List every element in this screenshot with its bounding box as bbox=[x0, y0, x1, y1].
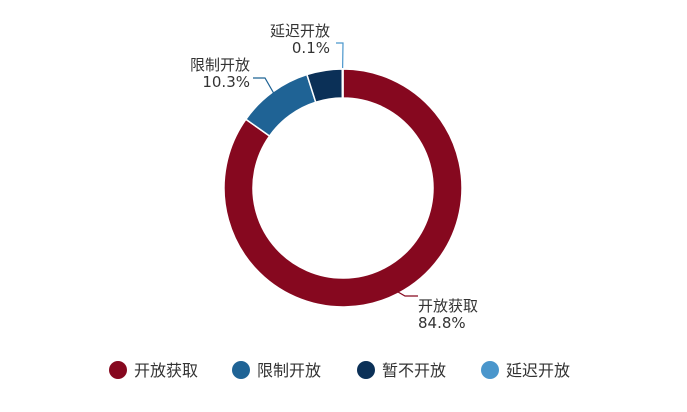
legend-label-4: 延迟开放 bbox=[506, 361, 570, 380]
legend-swatch-2 bbox=[232, 361, 250, 379]
legend-swatch-3 bbox=[357, 361, 375, 379]
slice-value-label-2: 10.3% bbox=[202, 73, 250, 91]
legend-item-4: 延迟开放 bbox=[481, 361, 570, 380]
slice-1 bbox=[223, 68, 463, 308]
legend-item-3: 暂不开放 bbox=[357, 361, 446, 380]
leader-line-1 bbox=[396, 290, 418, 297]
legend-label-1: 开放获取 bbox=[134, 361, 198, 380]
slice-value-label-4: 0.1% bbox=[292, 39, 330, 57]
leader-line-2 bbox=[253, 77, 275, 94]
legend: 开放获取 限制开放 暂不开放 延迟开放 bbox=[109, 361, 570, 380]
legend-swatch-1 bbox=[109, 361, 127, 379]
slice-name-label-2: 限制开放 bbox=[190, 56, 250, 74]
slice-name-label-4: 延迟开放 bbox=[270, 22, 330, 40]
legend-label-2: 限制开放 bbox=[257, 361, 321, 380]
slice-name-label-1: 开放获取 bbox=[418, 297, 478, 315]
legend-item-1: 开放获取 bbox=[109, 361, 198, 380]
slice-value-label-1: 84.8% bbox=[418, 314, 466, 332]
slice-4 bbox=[341, 68, 344, 99]
leader-line-4 bbox=[336, 42, 344, 69]
leader-lines bbox=[253, 42, 418, 297]
legend-item-2: 限制开放 bbox=[232, 361, 321, 380]
donut-slices bbox=[223, 68, 463, 308]
legend-label-3: 暂不开放 bbox=[382, 361, 446, 380]
slice-2 bbox=[244, 73, 317, 138]
legend-swatch-4 bbox=[481, 361, 499, 379]
